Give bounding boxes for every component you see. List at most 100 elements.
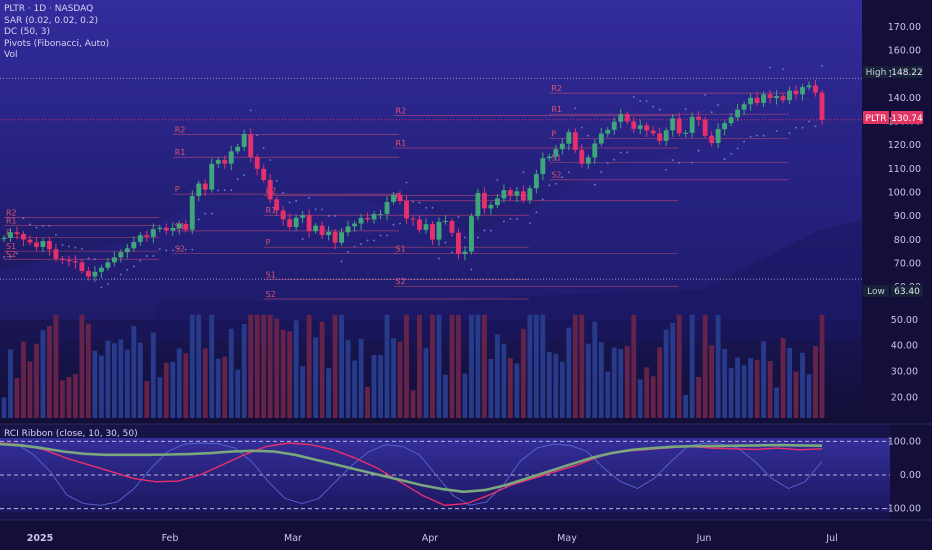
candle-body[interactable] (813, 85, 818, 93)
candle-body[interactable] (293, 217, 299, 228)
legend-vol[interactable]: Vol (4, 50, 18, 60)
candle-body[interactable] (189, 196, 195, 230)
candle-body[interactable] (637, 125, 643, 129)
candle-body[interactable] (371, 214, 377, 220)
candle-body[interactable] (657, 133, 663, 141)
candle-body[interactable] (352, 223, 358, 227)
candle-body[interactable] (572, 132, 578, 150)
candle-body[interactable] (456, 232, 461, 255)
candle-body[interactable] (397, 194, 403, 201)
candle-body[interactable] (670, 118, 676, 131)
time-axis[interactable]: 2025 Feb Mar Apr May Jun Jul (27, 533, 838, 544)
candle-body[interactable] (170, 228, 176, 231)
candle-body[interactable] (378, 214, 383, 216)
candle-body[interactable] (66, 259, 72, 262)
candle-body[interactable] (150, 229, 156, 237)
candle-body[interactable] (553, 149, 559, 157)
candle-body[interactable] (475, 192, 481, 217)
candle-body[interactable] (59, 258, 65, 260)
candle-body[interactable] (631, 121, 637, 129)
candle-body[interactable] (780, 95, 786, 101)
candle-body[interactable] (34, 242, 39, 247)
candle-body[interactable] (761, 94, 767, 104)
candle-body[interactable] (605, 129, 611, 134)
candle-body[interactable] (748, 97, 754, 105)
candle-body[interactable] (391, 194, 396, 202)
candle-body[interactable] (592, 143, 598, 158)
candle-body[interactable] (261, 168, 267, 180)
candle-body[interactable] (800, 87, 805, 95)
candle-body[interactable] (163, 227, 169, 231)
candle-body[interactable] (300, 215, 306, 218)
candle-body[interactable] (494, 198, 500, 206)
candle-body[interactable] (533, 174, 539, 189)
candle-body[interactable] (410, 218, 416, 220)
candle-body[interactable] (540, 158, 546, 175)
candle-body[interactable] (241, 134, 247, 147)
candle-body[interactable] (806, 85, 812, 88)
candle-body[interactable] (40, 241, 46, 247)
candle-body[interactable] (793, 90, 799, 95)
candle-body[interactable] (663, 130, 669, 141)
candle-body[interactable] (462, 251, 468, 255)
candle-body[interactable] (105, 262, 111, 268)
candle-body[interactable] (280, 210, 286, 220)
candle-body[interactable] (488, 205, 494, 209)
candle-body[interactable] (21, 233, 26, 240)
candle-body[interactable] (787, 90, 792, 101)
candle-body[interactable] (546, 156, 552, 159)
candle-body[interactable] (332, 231, 338, 243)
candle-body[interactable] (183, 223, 189, 230)
candle-body[interactable] (501, 190, 507, 199)
candle-body[interactable] (689, 116, 695, 133)
candle-body[interactable] (728, 117, 734, 124)
candle-body[interactable] (520, 191, 526, 201)
legend-pivots[interactable]: Pivots (Fibonacci, Auto) (4, 38, 110, 49)
candle-body[interactable] (774, 95, 779, 99)
candle-body[interactable] (514, 191, 520, 196)
candle-body[interactable] (157, 227, 163, 230)
candle-body[interactable] (468, 216, 474, 252)
candle-body[interactable] (92, 271, 98, 277)
candle-body[interactable] (98, 267, 104, 272)
candle-body[interactable] (741, 104, 747, 110)
candle-body[interactable] (235, 146, 241, 152)
candle-body[interactable] (683, 132, 689, 134)
candle-body[interactable] (319, 225, 325, 236)
candle-body[interactable] (819, 92, 825, 120)
rci-legend[interactable]: RCI Ribbon (close, 10, 30, 50) (4, 429, 138, 439)
candle-body[interactable] (111, 257, 117, 263)
candle-body[interactable] (339, 232, 345, 243)
candle-body[interactable] (650, 130, 656, 134)
candle-body[interactable] (767, 94, 773, 99)
candle-body[interactable] (196, 183, 202, 197)
candle-body[interactable] (267, 179, 273, 200)
candle-body[interactable] (79, 262, 85, 272)
candle-body[interactable] (598, 133, 604, 144)
candle-body[interactable] (417, 219, 422, 230)
candle-body[interactable] (131, 241, 137, 249)
candle-body[interactable] (559, 143, 565, 150)
candlesticks[interactable] (1, 79, 825, 282)
candle-body[interactable] (287, 219, 293, 228)
candle-body[interactable] (611, 121, 617, 130)
candle-body[interactable] (313, 225, 319, 232)
candle-body[interactable] (365, 218, 370, 220)
candle-body[interactable] (722, 123, 728, 130)
candle-body[interactable] (579, 149, 585, 164)
candle-body[interactable] (404, 200, 409, 219)
candle-body[interactable] (527, 188, 533, 201)
candle-body[interactable] (85, 271, 91, 277)
candle-body[interactable] (72, 261, 78, 263)
candle-body[interactable] (274, 199, 280, 211)
candle-body[interactable] (124, 248, 130, 253)
candle-body[interactable] (306, 215, 312, 232)
candle-body[interactable] (715, 129, 721, 144)
candle-body[interactable] (676, 118, 682, 134)
candle-body[interactable] (754, 97, 760, 104)
candle-body[interactable] (254, 157, 260, 169)
candle-body[interactable] (423, 224, 429, 230)
legend-dc[interactable]: DC (50, 3) (4, 27, 50, 37)
candle-body[interactable] (144, 235, 150, 237)
